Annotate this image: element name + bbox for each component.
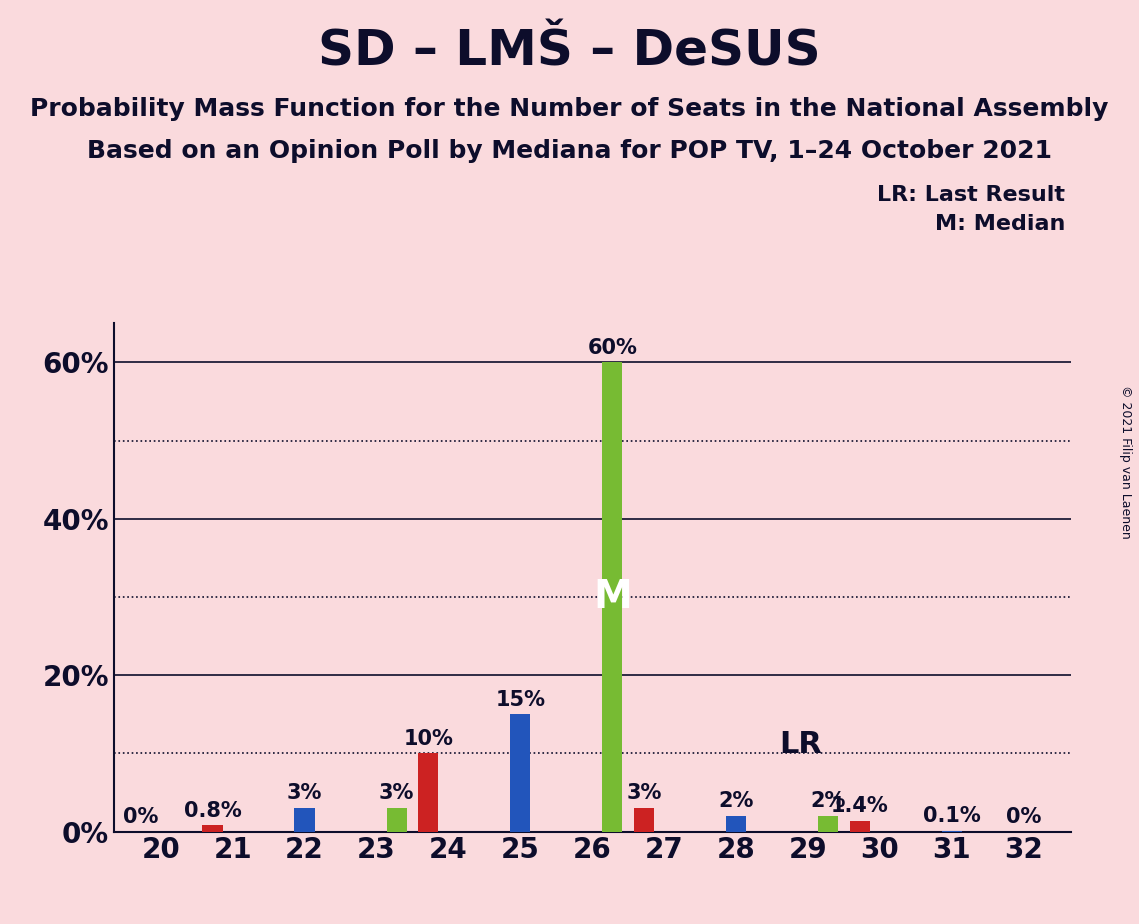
Text: Based on an Opinion Poll by Mediana for POP TV, 1–24 October 2021: Based on an Opinion Poll by Mediana for …: [87, 139, 1052, 163]
Text: 0%: 0%: [1006, 807, 1041, 827]
Bar: [203, 825, 222, 832]
Text: 0.8%: 0.8%: [183, 801, 241, 821]
Text: LR: Last Result: LR: Last Result: [877, 185, 1065, 205]
Text: 60%: 60%: [588, 338, 638, 358]
Text: 0%: 0%: [123, 807, 158, 827]
Text: M: Median: M: Median: [935, 214, 1065, 235]
Text: 10%: 10%: [403, 729, 453, 748]
Text: 15%: 15%: [495, 689, 546, 710]
Text: 0.1%: 0.1%: [923, 806, 981, 826]
Text: Probability Mass Function for the Number of Seats in the National Assembly: Probability Mass Function for the Number…: [31, 97, 1108, 121]
Text: 3%: 3%: [626, 784, 662, 804]
Text: LR: LR: [779, 730, 822, 759]
Text: M: M: [593, 578, 632, 616]
Bar: [386, 808, 407, 832]
Text: SD – LMŠ – DeSUS: SD – LMŠ – DeSUS: [318, 28, 821, 76]
Text: 3%: 3%: [379, 784, 415, 804]
Text: 1.4%: 1.4%: [831, 796, 888, 816]
Bar: [603, 362, 623, 832]
Bar: [510, 714, 531, 832]
Bar: [818, 816, 838, 832]
Text: 2%: 2%: [811, 791, 846, 811]
Bar: [850, 821, 870, 832]
Bar: [295, 808, 314, 832]
Bar: [634, 808, 654, 832]
Text: 2%: 2%: [719, 791, 754, 811]
Bar: [418, 753, 439, 832]
Text: © 2021 Filip van Laenen: © 2021 Filip van Laenen: [1118, 385, 1132, 539]
Text: 3%: 3%: [287, 784, 322, 804]
Bar: [726, 816, 746, 832]
